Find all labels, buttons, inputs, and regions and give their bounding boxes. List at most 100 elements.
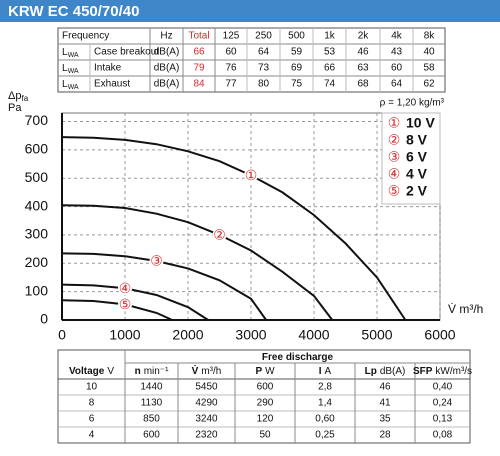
- header-name: n: [135, 366, 141, 377]
- curve-marker-bg: [149, 254, 164, 269]
- perf-table-frame: [57, 349, 471, 444]
- perf-cell: 1130: [141, 398, 163, 409]
- band-cell: 40: [423, 47, 435, 58]
- perf-cell: 0,08: [433, 430, 453, 441]
- perf-cell: 8: [89, 398, 95, 409]
- header-unit: dB(A): [380, 366, 406, 377]
- y-label-sub: fa: [21, 94, 28, 103]
- header-cell: 2k: [358, 31, 370, 42]
- legend-marker: ①: [388, 115, 401, 131]
- band-cell: 64: [258, 47, 270, 58]
- header-cell: 125: [223, 31, 240, 42]
- perf-cell: 2320: [195, 430, 218, 441]
- perf-cell: 6: [89, 414, 95, 425]
- y-label: Δp: [8, 90, 21, 102]
- perf-cell: 850: [143, 414, 160, 425]
- header-cell: 500: [288, 31, 305, 42]
- header-unit: kW/m³/s: [435, 366, 472, 377]
- legend-marker: ③: [388, 149, 401, 165]
- y-tick-label: 700: [25, 112, 49, 128]
- header-cell: Frequency: [62, 31, 109, 42]
- legend-marker: ②: [388, 132, 401, 148]
- y-tick-label: 100: [25, 282, 49, 298]
- x-tick-label: 2000: [172, 327, 203, 343]
- perf-cell: 35: [379, 414, 391, 425]
- row-label: Exhaust: [94, 79, 130, 90]
- y-tick-label: 0: [40, 311, 48, 327]
- level-symbol: LWA: [62, 79, 79, 91]
- x-tick-label: 4000: [298, 327, 329, 343]
- density-note: ρ = 1,20 kg/m³: [380, 98, 445, 109]
- fan-curve: [61, 283, 209, 321]
- unit-cell: dB(A): [154, 47, 180, 58]
- perf-cell: 0,40: [433, 382, 453, 393]
- perf-cell: 50: [259, 430, 271, 441]
- perf-cell: 600: [257, 382, 274, 393]
- row-label: Intake: [94, 63, 122, 74]
- band-cell: 76: [225, 63, 237, 74]
- subscript: WA: [68, 52, 79, 59]
- header-cell: 250: [255, 31, 272, 42]
- y-tick-label: 200: [25, 254, 49, 270]
- x-tick-label: 6000: [424, 327, 455, 343]
- header-cell: Total: [188, 31, 209, 42]
- y-tick-label: 500: [25, 169, 49, 185]
- curve-marker: ③: [150, 253, 163, 269]
- perf-cell: 28: [379, 430, 391, 441]
- header-unit: V: [107, 366, 114, 377]
- unit-cell: dB(A): [154, 63, 180, 74]
- band-cell: 46: [357, 47, 369, 58]
- perf-cell: 1440: [140, 382, 163, 393]
- band-cell: 68: [357, 79, 369, 90]
- fan-curve: [61, 136, 407, 321]
- perf-cell: 5450: [195, 382, 218, 393]
- header-unit: W: [265, 366, 275, 377]
- header-cell: 1k: [324, 31, 336, 42]
- band-cell: 74: [324, 79, 336, 90]
- perf-caption: Free discharge: [262, 352, 334, 363]
- legend-marker: ④: [388, 166, 401, 182]
- symbol: L: [62, 79, 68, 90]
- header-cell: Hz: [160, 31, 172, 42]
- total-cell: 66: [193, 47, 205, 58]
- legend-label: 6 V: [406, 149, 428, 165]
- band-cell: 62: [423, 79, 435, 90]
- band-cell: 64: [391, 79, 403, 90]
- band-cell: 58: [423, 63, 435, 74]
- band-cell: 63: [357, 63, 369, 74]
- curve-marker-bg: [118, 297, 132, 312]
- legend-box: [381, 112, 441, 205]
- y-tick-label: 400: [25, 197, 49, 213]
- perf-cell: 4: [89, 430, 95, 441]
- band-cell: 75: [291, 79, 303, 90]
- perf-cell: 0,60: [315, 414, 335, 425]
- perf-header: n min⁻¹: [135, 366, 170, 377]
- header-name: SFP: [413, 366, 433, 377]
- y-axis-label: Δpfa: [8, 90, 29, 103]
- perf-cell: 120: [257, 414, 274, 425]
- fan-curve: [61, 204, 334, 321]
- row-label: Case breakout: [94, 47, 159, 58]
- header-name: P: [255, 366, 262, 377]
- x-axis-label: V̇ m³/h: [448, 302, 483, 316]
- band-cell: 43: [391, 47, 403, 58]
- subscript: WA: [68, 68, 79, 75]
- perf-header: V̇ m³/h: [192, 364, 222, 376]
- perf-cell: 46: [379, 382, 391, 393]
- header-name: Lp: [365, 366, 377, 377]
- band-cell: 60: [391, 63, 403, 74]
- header-name: V̇: [192, 364, 199, 376]
- x-tick-label: 1000: [109, 327, 140, 343]
- header-title: KRW EC 450/70/40: [8, 3, 139, 20]
- curve-marker: ②: [213, 227, 226, 243]
- perf-header: SFP kW/m³/s: [413, 366, 472, 377]
- band-cell: 73: [258, 63, 270, 74]
- curve-marker-bg: [244, 168, 258, 183]
- symbol: L: [62, 63, 68, 74]
- perf-cell: 600: [143, 430, 160, 441]
- header-unit: min⁻¹: [144, 366, 169, 377]
- level-symbol: LWA: [62, 47, 79, 59]
- symbol: L: [62, 47, 68, 58]
